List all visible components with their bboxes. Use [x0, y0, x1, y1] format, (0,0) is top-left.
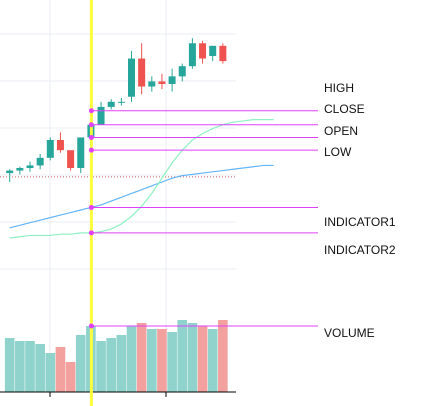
volume-bar — [146, 329, 157, 392]
candle-body — [128, 58, 135, 97]
volume-bar — [116, 335, 127, 392]
candles — [6, 38, 227, 182]
indicator2-line — [9, 119, 274, 239]
x-axis — [0, 391, 236, 397]
callout-label-open: OPEN — [324, 124, 358, 138]
candle-body — [97, 106, 105, 125]
chart-grid — [0, 0, 236, 392]
volume-bar — [4, 338, 15, 392]
callout-dot-indicator2 — [88, 230, 94, 236]
volume-bar — [207, 329, 218, 392]
candle-body — [67, 150, 75, 168]
callout-dot-indicator1 — [88, 204, 94, 210]
volume-bars — [4, 320, 228, 392]
callout-dot-open — [88, 134, 94, 140]
callout-dot-volume — [88, 323, 94, 329]
indicator1-line — [9, 164, 274, 229]
callout-label-low: LOW — [324, 145, 352, 159]
volume-bar — [167, 332, 177, 392]
candle-body — [219, 45, 227, 62]
volume-bar — [136, 323, 147, 392]
candle-body — [178, 66, 186, 77]
candle-body — [158, 81, 166, 84]
volume-bar — [75, 335, 86, 392]
candle-body — [168, 76, 176, 84]
candle-body — [46, 140, 54, 158]
volume-bar — [157, 329, 167, 392]
volume-bar — [45, 353, 56, 392]
volume-bar — [96, 341, 106, 392]
candle-body — [107, 101, 115, 107]
candle-body — [138, 58, 146, 87]
volume-bar — [65, 362, 76, 392]
candle-body — [16, 168, 24, 171]
callouts: HIGH CLOSE OPEN LOW INDICATOR1 INDICATOR… — [88, 81, 396, 340]
callout-label-indicator2: INDICATOR2 — [324, 243, 396, 257]
callout-dot-high — [88, 108, 94, 114]
candle-body — [77, 137, 85, 168]
volume-bar — [25, 341, 35, 392]
volume-bar — [106, 338, 117, 392]
volume-bar — [15, 341, 25, 392]
candle-body — [56, 140, 64, 151]
callout-label-indicator1: INDICATOR1 — [324, 215, 396, 229]
indicator-lines — [9, 119, 274, 239]
candle-body — [6, 170, 14, 174]
candle-body — [209, 45, 217, 56]
callout-label-volume: VOLUME — [324, 326, 375, 340]
callout-label-close: CLOSE — [324, 102, 365, 116]
candle-body — [36, 157, 44, 166]
volume-bar — [197, 326, 208, 392]
volume-bar — [126, 326, 137, 392]
volume-bar — [177, 320, 188, 392]
cursor-band — [89, 0, 93, 406]
candle-body — [148, 81, 156, 87]
volume-bar — [55, 347, 66, 392]
volume-bar — [35, 344, 45, 392]
callout-label-high: HIGH — [324, 81, 354, 95]
volume-bar — [218, 320, 228, 392]
volume-bar — [187, 323, 198, 392]
callout-dot-low — [88, 147, 94, 153]
candle-body — [117, 101, 125, 103]
crosshair-cursor — [89, 0, 93, 406]
callout-dot-close — [88, 122, 94, 128]
candle-body — [199, 43, 207, 59]
candle-body — [188, 43, 196, 67]
candle-body — [26, 165, 34, 168]
